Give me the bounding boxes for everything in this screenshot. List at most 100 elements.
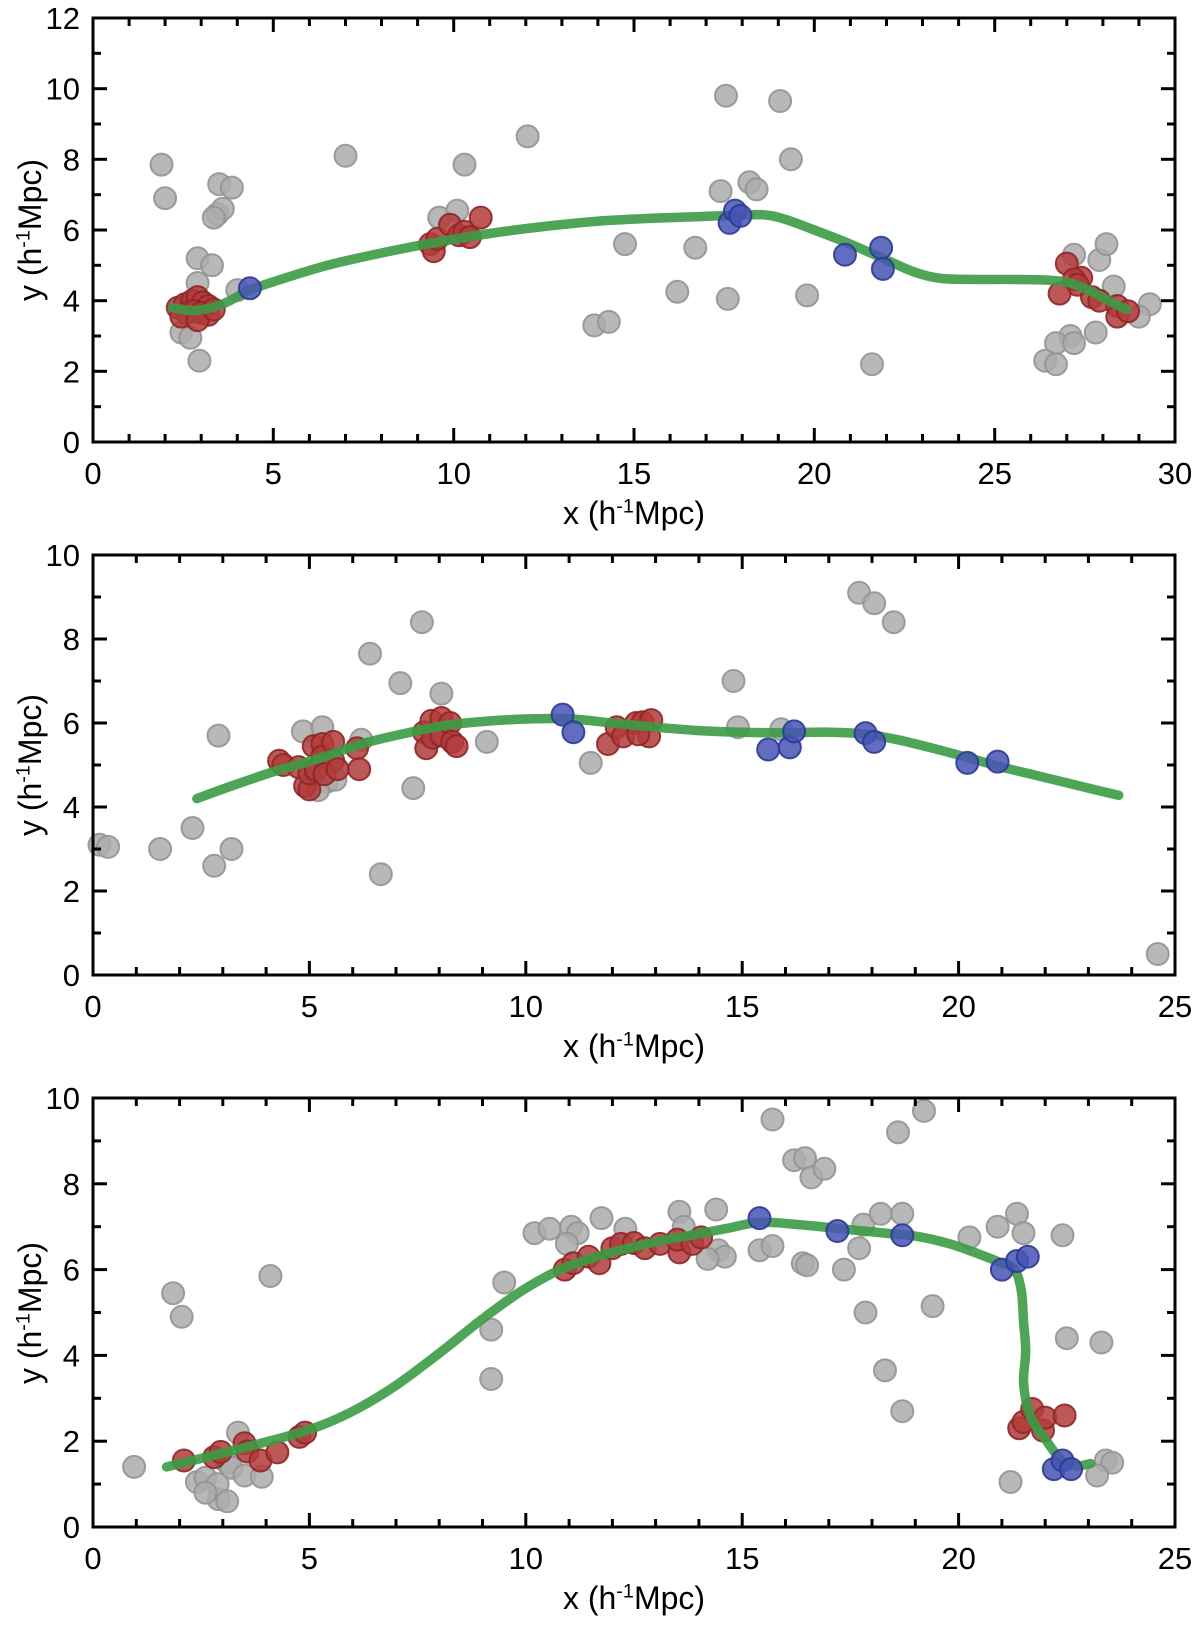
point-blue [747, 1206, 772, 1231]
x-tick-label: 20 [941, 1541, 975, 1576]
point-red [325, 757, 350, 782]
x-tick-label: 15 [725, 989, 759, 1024]
point-blue [833, 242, 857, 267]
x-tick-label: 10 [436, 456, 470, 491]
x-tick-label: 5 [301, 989, 318, 1024]
point-gray [193, 1480, 218, 1505]
point-gray [492, 1270, 517, 1295]
point-gray [912, 1098, 936, 1123]
point-gray [853, 1300, 878, 1325]
point-gray [812, 1156, 837, 1181]
point-gray [683, 235, 708, 260]
x-tick-label: 5 [301, 1541, 318, 1576]
point-gray [708, 179, 733, 204]
x-tick-label: 0 [84, 1541, 101, 1576]
point-gray [537, 1216, 562, 1241]
x-tick-label: 25 [1158, 1541, 1192, 1576]
point-gray [920, 1294, 945, 1319]
y-tick-label: 10 [46, 72, 80, 107]
x-axis-label-text: x (h [562, 1028, 617, 1064]
y-axis-label-unit: Mpc) [12, 693, 48, 766]
point-gray [1083, 320, 1108, 345]
y-tick-label: 2 [63, 874, 80, 909]
y-tick-label: 8 [63, 142, 80, 177]
point-gray [695, 1246, 720, 1271]
point-gray [578, 750, 603, 775]
point-gray [122, 1454, 147, 1479]
y-tick-label: 10 [46, 538, 80, 573]
point-red [444, 734, 469, 759]
point-gray [862, 591, 887, 616]
panel-3: 0 5 10 15 20 25 0 2 4 6 8 10 [46, 1081, 1193, 1576]
point-red [468, 205, 493, 230]
point-gray [429, 681, 454, 706]
point-gray [847, 1236, 872, 1261]
point-blue [728, 203, 753, 228]
point-gray [219, 837, 244, 861]
x-tick-label: 25 [977, 456, 1011, 491]
point-gray [985, 1214, 1010, 1239]
point-red [1052, 1403, 1077, 1428]
y-axis-label-text: y (h [12, 247, 48, 302]
point-gray [881, 610, 906, 635]
point-gray [873, 1358, 897, 1383]
point-gray [795, 283, 820, 308]
x-tick-label: 20 [797, 456, 831, 491]
point-red [347, 757, 372, 782]
y-axis-label-text: y (h [12, 782, 48, 837]
point-gray [409, 610, 434, 635]
point-gray [890, 1399, 915, 1424]
point-blue [955, 750, 980, 775]
point-blue [782, 719, 807, 744]
x-tick-label: 10 [509, 1541, 543, 1576]
axis-ticks [91, 16, 1177, 444]
point-gray [148, 837, 173, 861]
plot-frame [91, 16, 1177, 444]
y-tick-label: 4 [63, 1338, 80, 1373]
point-blue [1015, 1244, 1040, 1269]
axis-ticks [91, 1096, 1177, 1529]
point-blue [561, 720, 586, 745]
filament-spine [161, 1217, 1096, 1472]
point-gray [721, 669, 746, 693]
point-gray [149, 152, 174, 177]
y-tick-label: 0 [63, 958, 80, 993]
point-gray [831, 1257, 856, 1282]
point-gray [202, 853, 227, 878]
point-gray [333, 143, 358, 168]
y-tick-label: 4 [63, 790, 80, 825]
x-axis-label-sup: -1 [616, 1028, 634, 1051]
point-gray [760, 1107, 785, 1132]
point-gray [760, 1234, 785, 1258]
point-gray [388, 671, 413, 696]
x-axis-label: x (h-1Mpc) [563, 1580, 706, 1616]
point-gray [715, 286, 740, 311]
point-gray [613, 232, 637, 257]
point-blue [1059, 1457, 1084, 1482]
point-gray [778, 147, 803, 172]
point-blue [237, 276, 262, 301]
point-gray [768, 89, 793, 113]
y-axis-label: y (h-1Mpc) [12, 159, 48, 302]
axis-ticks [91, 553, 1177, 977]
x-tick-label: 15 [725, 1541, 759, 1576]
x-axis-label: x (h-1Mpc) [562, 1028, 705, 1064]
point-gray [401, 776, 426, 801]
point-gray [206, 723, 231, 748]
point-gray [161, 1281, 186, 1306]
point-gray [215, 1489, 240, 1514]
x-axis-label-text: x (h [562, 495, 617, 531]
point-blue [985, 749, 1010, 774]
point-gray [1089, 1330, 1114, 1355]
x-axis-label-sup: -1 [616, 495, 634, 518]
y-axis-label: y (h-1Mpc) [12, 1241, 48, 1384]
x-axis-label-unit: Mpc) [633, 1580, 706, 1616]
point-gray [1094, 232, 1119, 257]
x-tick-label: 15 [617, 456, 651, 491]
x-tick-label: 10 [509, 989, 543, 1024]
point-blue [756, 737, 781, 762]
point-gray [714, 83, 738, 108]
y-axis-label-text: y (h [12, 1330, 48, 1384]
point-gray [479, 1317, 504, 1342]
